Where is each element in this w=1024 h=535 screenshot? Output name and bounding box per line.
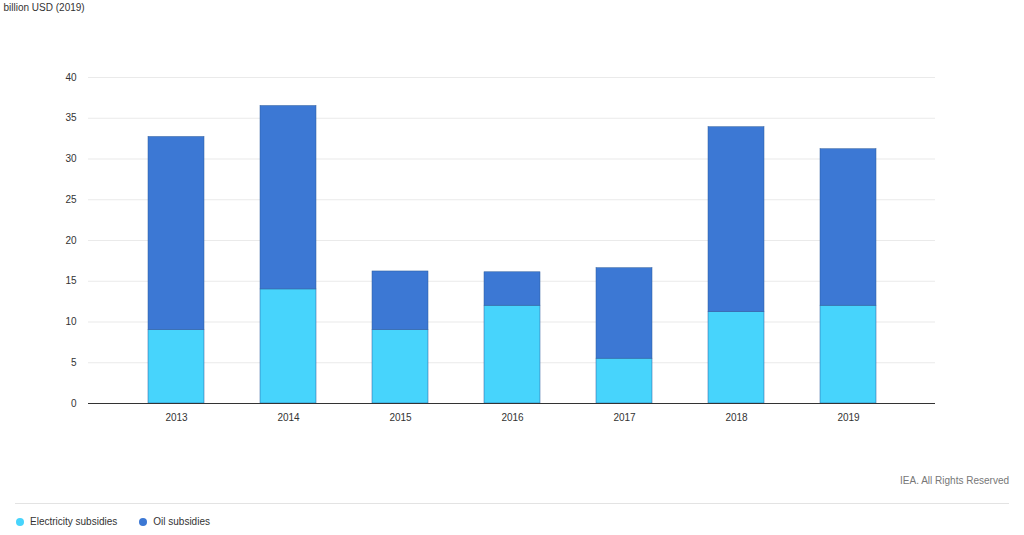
svg-text:2015: 2015 (389, 412, 412, 423)
svg-text:10: 10 (65, 316, 77, 327)
svg-text:20: 20 (65, 235, 77, 246)
svg-text:35: 35 (65, 112, 77, 123)
svg-text:2016: 2016 (501, 412, 524, 423)
svg-text:0: 0 (71, 398, 77, 409)
svg-text:2013: 2013 (165, 412, 188, 423)
svg-text:40: 40 (65, 72, 77, 83)
svg-text:2018: 2018 (725, 412, 748, 423)
svg-text:2017: 2017 (613, 412, 636, 423)
svg-text:30: 30 (65, 153, 77, 164)
html-text:Oil subsidies: Oil subsidies (153, 516, 210, 527)
svg-text:25: 25 (65, 194, 77, 205)
svg-text:2014: 2014 (277, 412, 300, 423)
svg-text:2019: 2019 (837, 412, 860, 423)
html-text:IEA. All Rights Reserved: IEA. All Rights Reserved (900, 475, 1009, 486)
svg-text:5: 5 (71, 357, 77, 368)
svg-text:billion USD (2019): billion USD (2019) (4, 2, 85, 13)
svg-text:15: 15 (65, 275, 77, 286)
html-text:Electricity subsidies: Electricity subsidies (30, 516, 118, 527)
